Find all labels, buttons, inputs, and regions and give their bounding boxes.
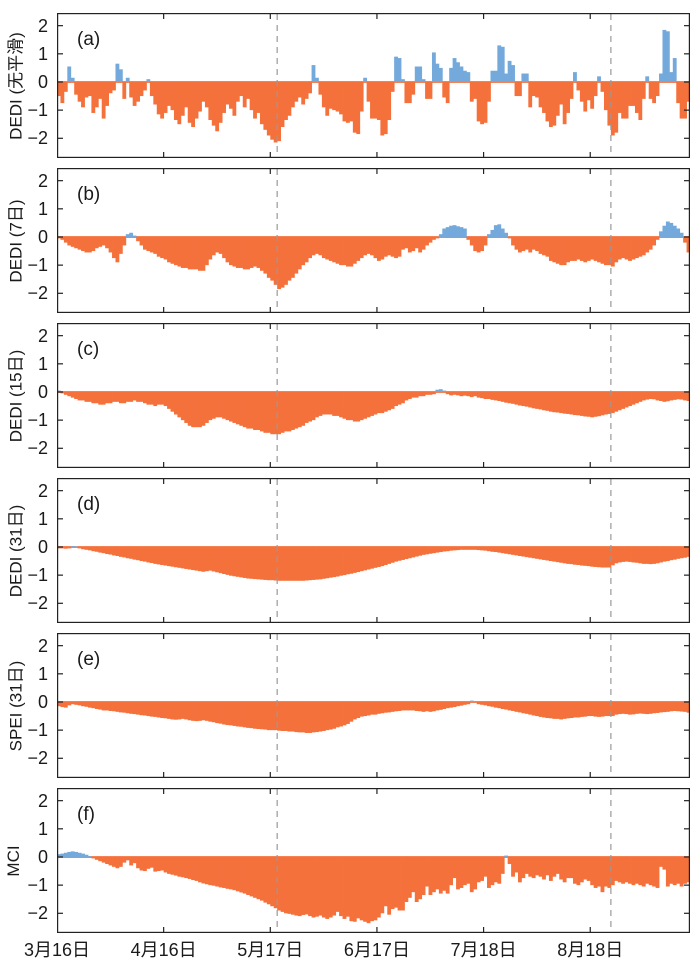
axis-ticks xyxy=(57,789,689,932)
panel-border xyxy=(57,323,690,468)
y-tick-label: 1 xyxy=(37,198,48,219)
x-tick-label: 4月16日 xyxy=(130,940,197,960)
y-tick-label: −1 xyxy=(27,410,48,431)
bars-e xyxy=(57,700,690,733)
y-tick-label: −2 xyxy=(27,438,48,459)
panel-border xyxy=(57,633,690,778)
y-tick-label: 0 xyxy=(37,226,48,247)
bars-b xyxy=(57,221,690,290)
panel-b: (b) xyxy=(57,168,690,313)
plot-area-c: (c) xyxy=(57,323,690,468)
plot-area-f: (f) xyxy=(57,788,690,933)
panel-e: (e) xyxy=(57,633,690,778)
y-tick-label: 0 xyxy=(37,381,48,402)
panel-border xyxy=(57,13,690,158)
bars-d xyxy=(57,546,690,581)
y-tick-label: 2 xyxy=(37,635,48,656)
y-tick-label: −1 xyxy=(27,255,48,276)
panel-tag-b: (b) xyxy=(77,184,100,205)
y-tick-label: 2 xyxy=(37,790,48,811)
axis-ticks xyxy=(57,479,689,622)
x-tick-label: 8月18日 xyxy=(557,940,624,960)
panel-border xyxy=(57,168,690,313)
y-tick-label: −2 xyxy=(27,903,48,924)
y-tick-label: 0 xyxy=(37,846,48,867)
y-axis-title-e: SPEI (31日) xyxy=(6,660,26,751)
axis-ticks xyxy=(57,324,689,467)
panel-a: (a) xyxy=(57,13,690,158)
y-tick-label: −2 xyxy=(27,748,48,769)
x-tick-label: 3月16日 xyxy=(23,940,91,960)
panel-border xyxy=(57,478,690,623)
panel-f: (f) xyxy=(57,788,690,933)
axis-ticks xyxy=(57,634,689,777)
y-tick-label: 0 xyxy=(37,536,48,557)
y-tick-label: −2 xyxy=(27,593,48,614)
x-tick-label: 6月17日 xyxy=(343,940,410,960)
panel-c: (c) xyxy=(57,323,690,468)
y-tick-label: −1 xyxy=(27,565,48,586)
y-axis-title-f: MCI xyxy=(4,844,23,877)
panel-d: (d) xyxy=(57,478,690,623)
y-tick-label: 2 xyxy=(37,325,48,346)
panel-tag-c: (c) xyxy=(77,339,99,360)
y-tick-label: 2 xyxy=(37,15,48,36)
plot-area-b: (b) xyxy=(57,168,690,313)
panel-tag-d: (d) xyxy=(77,494,100,515)
y-tick-label: 2 xyxy=(37,480,48,501)
panel-tag-a: (a) xyxy=(77,29,100,50)
y-tick-label: −1 xyxy=(27,875,48,896)
plot-area-a: (a) xyxy=(57,13,690,158)
y-axis-title-a: DEDI (无平滑) xyxy=(6,31,26,140)
y-tick-label: 1 xyxy=(37,663,48,684)
y-tick-label: −2 xyxy=(27,283,48,304)
axis-ticks xyxy=(57,169,689,312)
y-tick-label: 0 xyxy=(37,71,48,92)
y-axis-title-b: DEDI (7日) xyxy=(6,198,26,283)
y-tick-label: 2 xyxy=(37,170,48,191)
y-tick-label: −1 xyxy=(27,100,48,121)
panel-tag-e: (e) xyxy=(77,649,100,670)
plot-area-d: (d) xyxy=(57,478,690,623)
bars-f xyxy=(57,851,690,924)
y-tick-label: 1 xyxy=(37,353,48,374)
y-axis-title-c: DEDI (15日) xyxy=(6,349,26,442)
bars-a xyxy=(57,29,690,143)
y-tick-label: −1 xyxy=(27,720,48,741)
y-tick-label: 1 xyxy=(37,508,48,529)
plot-area-e: (e) xyxy=(57,633,690,778)
panel-tag-f: (f) xyxy=(77,804,95,825)
x-tick-label: 5月17日 xyxy=(237,940,304,960)
y-axis-title-d: DEDI (31日) xyxy=(6,504,26,597)
y-tick-label: 1 xyxy=(37,43,48,64)
axis-ticks xyxy=(57,14,689,157)
x-tick-label: 7月18日 xyxy=(450,940,517,960)
y-tick-label: 0 xyxy=(37,691,48,712)
bars-c xyxy=(57,389,690,435)
y-tick-label: −2 xyxy=(27,128,48,149)
y-tick-label: 1 xyxy=(37,818,48,839)
panel-border xyxy=(57,788,690,933)
